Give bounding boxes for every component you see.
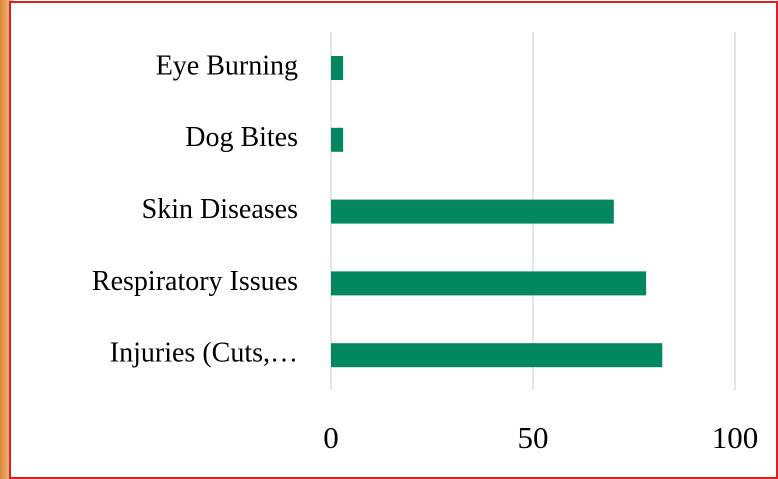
bar — [331, 271, 647, 296]
x-tick-label: 0 — [323, 420, 339, 455]
bar — [331, 343, 663, 368]
x-tick-label: 50 — [518, 420, 549, 455]
bar — [331, 127, 344, 152]
y-tick-label: Dog Bites — [185, 122, 298, 153]
y-tick-label: Skin Diseases — [142, 194, 298, 225]
x-tick-label: 100 — [712, 420, 759, 455]
y-tick-label: Injuries (Cuts,… — [110, 338, 298, 369]
y-tick-label: Respiratory Issues — [92, 266, 298, 297]
bar — [331, 199, 614, 224]
y-tick-label: Eye Burning — [156, 50, 298, 81]
bar — [331, 56, 344, 80]
chart-frame — [9, 1, 778, 479]
